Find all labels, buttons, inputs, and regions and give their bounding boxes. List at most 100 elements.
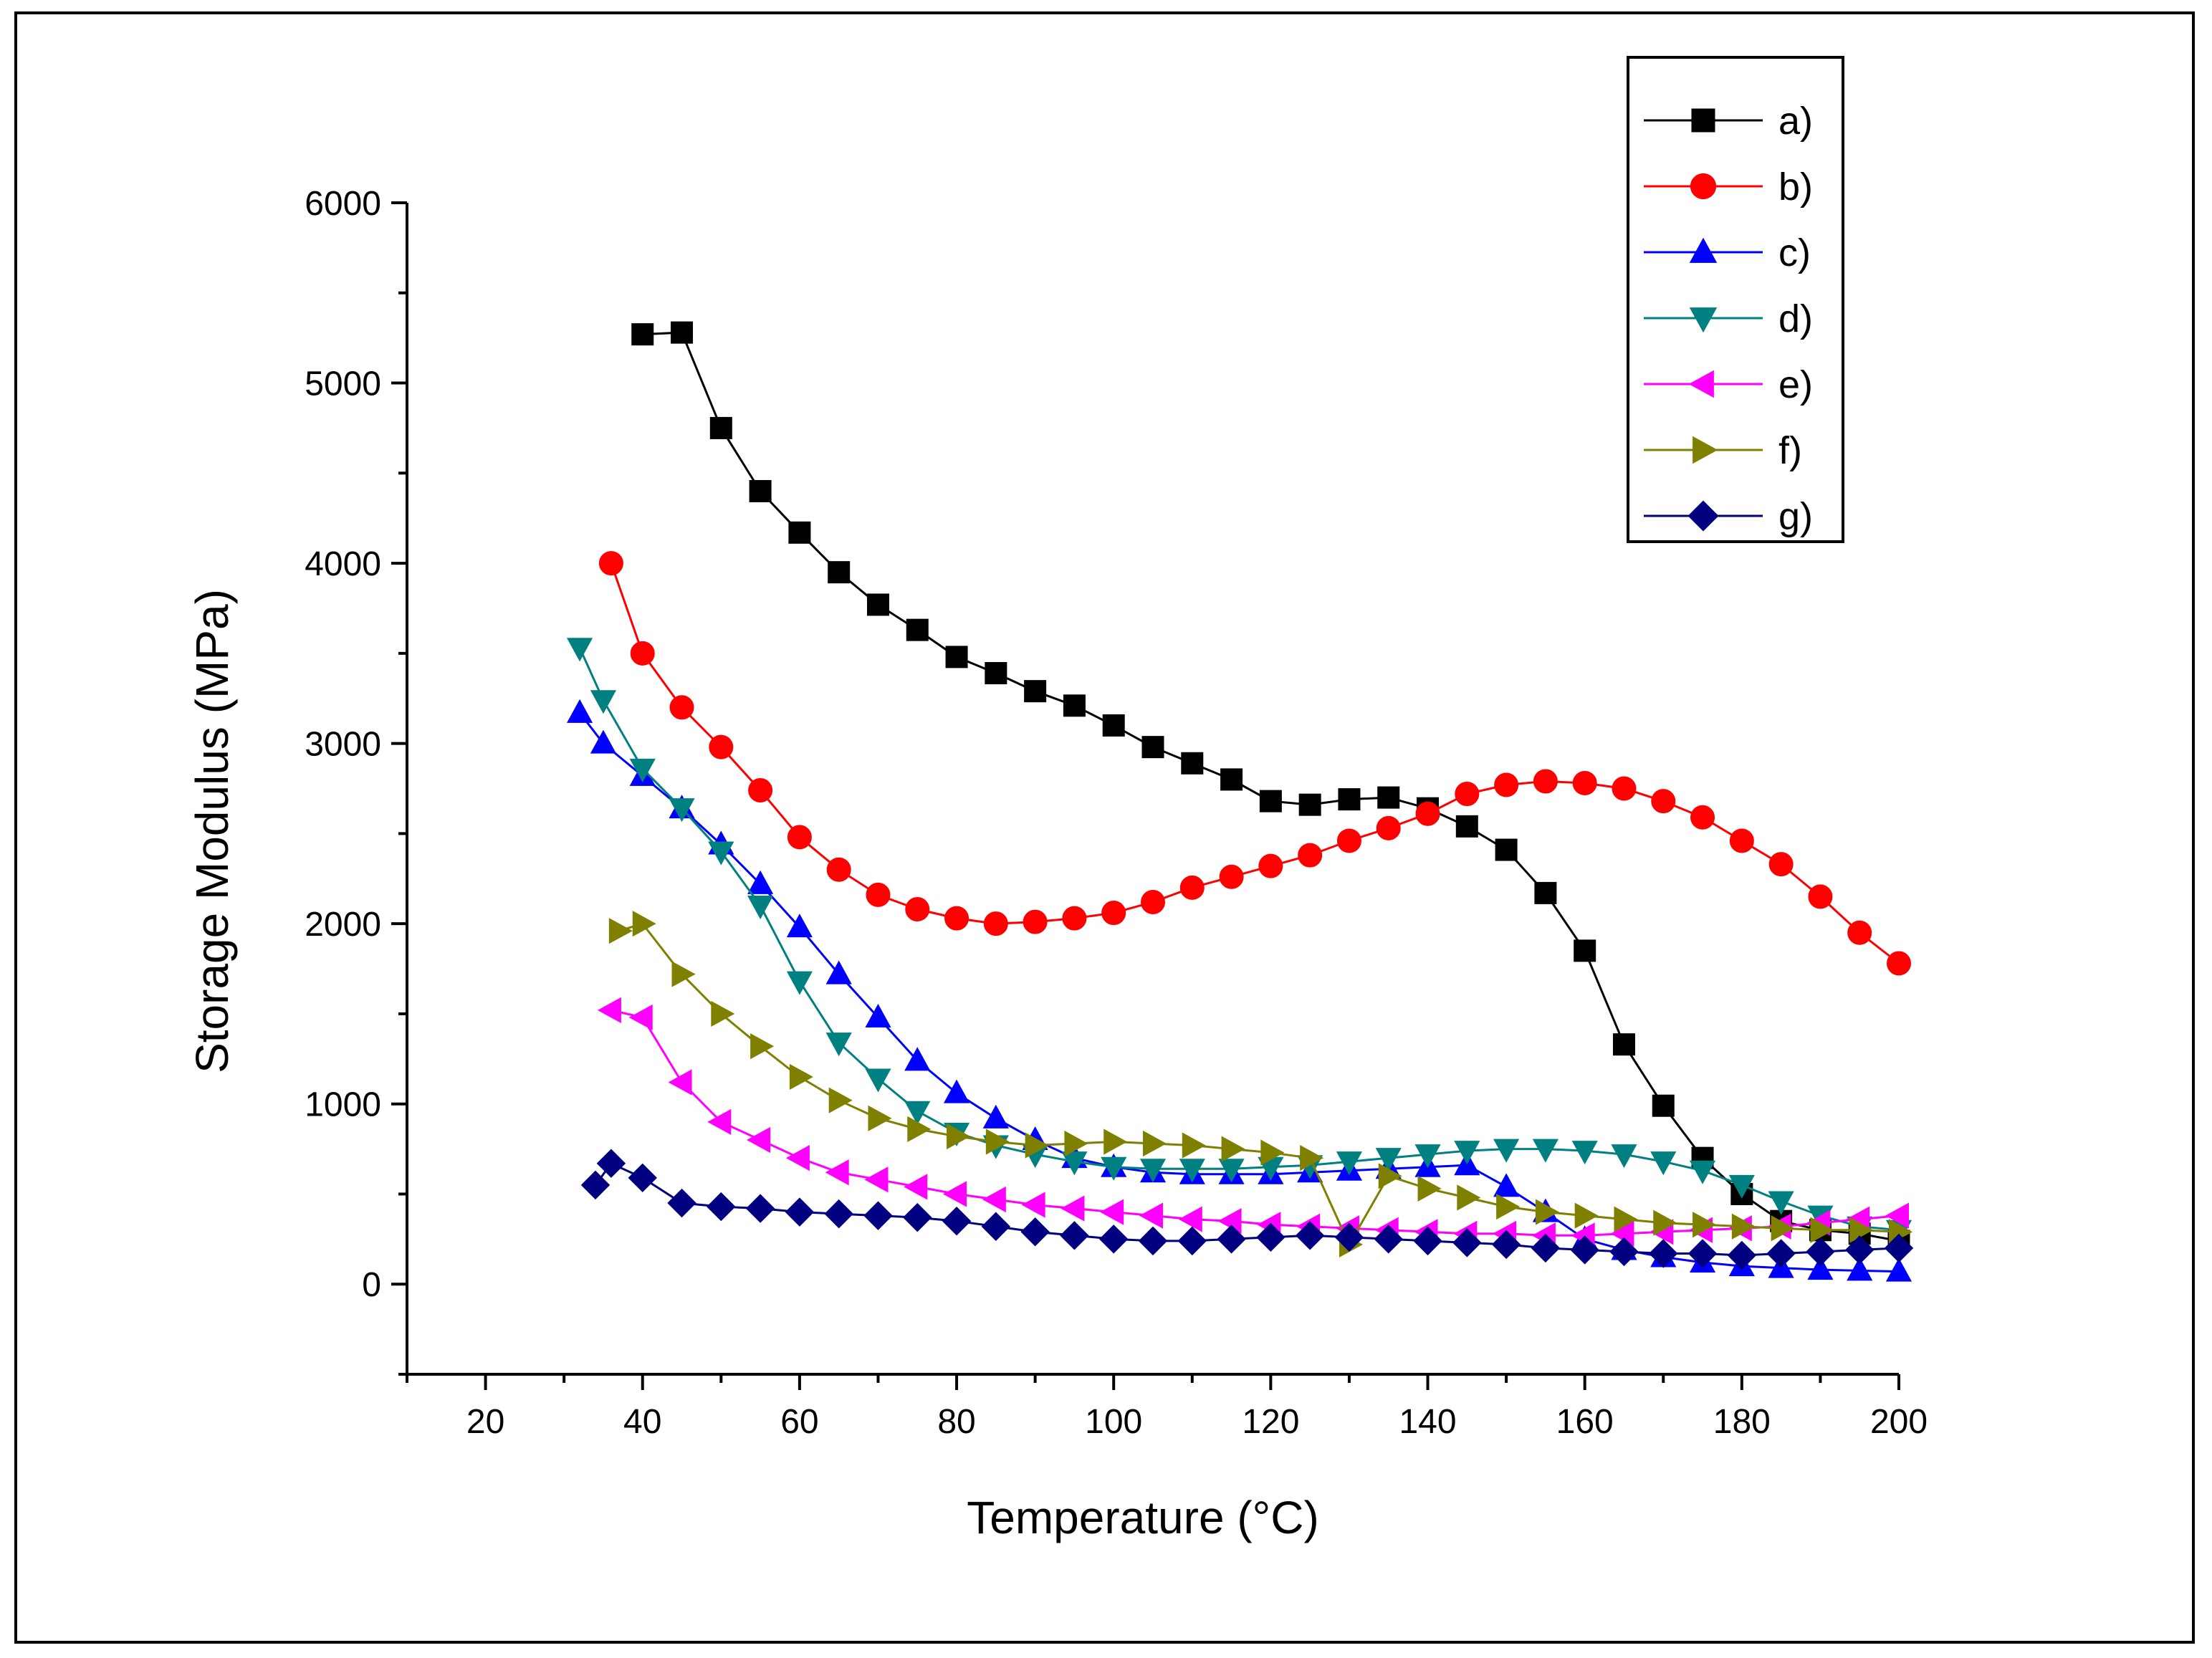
- x-tick-label: 100: [1085, 1403, 1142, 1441]
- data-point-c: [825, 960, 852, 984]
- data-point-e: [628, 1004, 653, 1031]
- data-point-f: [1025, 1132, 1049, 1159]
- data-point-b: [1494, 772, 1519, 797]
- data-point-g: [1138, 1226, 1168, 1256]
- series-layer: [566, 321, 1914, 1282]
- x-tick-label: 200: [1870, 1403, 1928, 1441]
- data-point-f: [1143, 1130, 1167, 1157]
- data-point-b: [1415, 801, 1440, 826]
- data-point-f: [1300, 1145, 1324, 1171]
- data-point-d: [1454, 1141, 1480, 1165]
- data-point-d: [825, 1032, 852, 1057]
- data-point-b: [1179, 875, 1205, 900]
- x-tick-label: 120: [1242, 1403, 1299, 1441]
- x-tick-label: 140: [1399, 1403, 1456, 1441]
- data-point-f: [1221, 1136, 1245, 1162]
- legend-item-a: a): [1644, 100, 1813, 143]
- data-point-f: [632, 911, 656, 937]
- series-line-b: [610, 562, 1900, 964]
- data-point-f: [711, 1000, 735, 1027]
- data-point-f: [1810, 1217, 1834, 1243]
- data-point-b: [1690, 805, 1715, 830]
- data-point-f: [907, 1116, 932, 1143]
- data-point-g: [1413, 1226, 1442, 1256]
- legend-marker: [1689, 307, 1718, 333]
- legend-marker: [1689, 237, 1718, 263]
- data-point-f: [1417, 1175, 1442, 1202]
- data-point-e: [864, 1166, 889, 1193]
- data-point-f: [1849, 1217, 1874, 1243]
- data-point-b: [1533, 769, 1558, 794]
- legend-box: [1627, 56, 1844, 543]
- legend-item-b: b): [1644, 166, 1813, 209]
- data-point-c: [1885, 1257, 1912, 1282]
- data-point-e: [707, 1108, 732, 1135]
- data-point-g: [1217, 1225, 1246, 1254]
- data-point-b: [1219, 864, 1244, 889]
- series-line-f: [618, 922, 1900, 1247]
- data-point-g: [628, 1163, 657, 1193]
- data-point-e: [1021, 1192, 1045, 1218]
- data-point-b: [1729, 828, 1754, 853]
- data-point-d: [865, 1068, 891, 1093]
- data-point-f: [750, 1033, 775, 1060]
- data-point-d: [590, 690, 617, 714]
- data-point-d: [904, 1101, 931, 1125]
- data-point-g: [903, 1202, 932, 1232]
- x-tick-label: 40: [623, 1403, 661, 1441]
- legend-label: e): [1778, 363, 1813, 406]
- data-point-g: [667, 1188, 696, 1218]
- data-point-f: [1731, 1213, 1756, 1240]
- data-point-f: [1182, 1132, 1206, 1159]
- x-tick-label: 80: [937, 1403, 975, 1441]
- legend-label: g): [1778, 495, 1813, 538]
- data-point-b: [1258, 853, 1283, 878]
- data-point-b: [630, 641, 655, 666]
- data-point-a: [828, 561, 851, 584]
- data-point-a: [709, 416, 732, 439]
- data-point-a: [1102, 714, 1125, 737]
- y-tick-label: 1000: [305, 1086, 381, 1124]
- data-point-d: [1101, 1156, 1127, 1181]
- data-point-b: [1298, 843, 1323, 868]
- data-point-d: [1139, 1159, 1167, 1183]
- data-point-b: [944, 906, 969, 931]
- data-point-c: [590, 729, 617, 754]
- data-point-b: [1101, 901, 1126, 926]
- data-point-e: [668, 1069, 692, 1096]
- legend-marker: [1692, 436, 1718, 464]
- legend-item-e: e): [1644, 363, 1813, 406]
- data-point-c: [786, 914, 813, 938]
- data-point-f: [1614, 1206, 1638, 1232]
- legend-marker: [1688, 370, 1714, 398]
- data-point-g: [1531, 1233, 1561, 1263]
- data-point-b: [866, 882, 891, 907]
- data-point-g: [596, 1149, 626, 1178]
- data-point-f: [1692, 1212, 1717, 1238]
- data-point-a: [788, 521, 811, 544]
- data-point-a: [1181, 752, 1204, 775]
- data-point-e: [904, 1174, 928, 1200]
- data-point-a: [906, 618, 929, 641]
- y-tick-label: 4000: [305, 545, 381, 583]
- y-axis-title: Storage Modulus (MPa): [186, 589, 238, 1073]
- legend-item-c: c): [1644, 231, 1811, 274]
- data-point-c: [1493, 1173, 1520, 1197]
- data-point-d: [1768, 1191, 1794, 1215]
- data-point-a: [1338, 788, 1361, 811]
- data-point-d: [1336, 1151, 1363, 1176]
- data-point-g: [1491, 1230, 1521, 1260]
- data-point-f: [1378, 1163, 1402, 1189]
- y-tick-label: 6000: [305, 185, 381, 223]
- axes: 20 40 60 80 100 120 140 160 180 20001000200030004…: [305, 185, 1928, 1441]
- legend-label: d): [1778, 297, 1813, 340]
- data-point-b: [1141, 889, 1165, 914]
- data-point-b: [826, 857, 851, 882]
- data-point-g: [580, 1170, 611, 1200]
- data-point-d: [1179, 1159, 1205, 1183]
- data-point-f: [608, 918, 633, 944]
- data-point-b: [787, 825, 812, 850]
- data-point-b: [669, 695, 694, 720]
- data-point-e: [1100, 1199, 1124, 1225]
